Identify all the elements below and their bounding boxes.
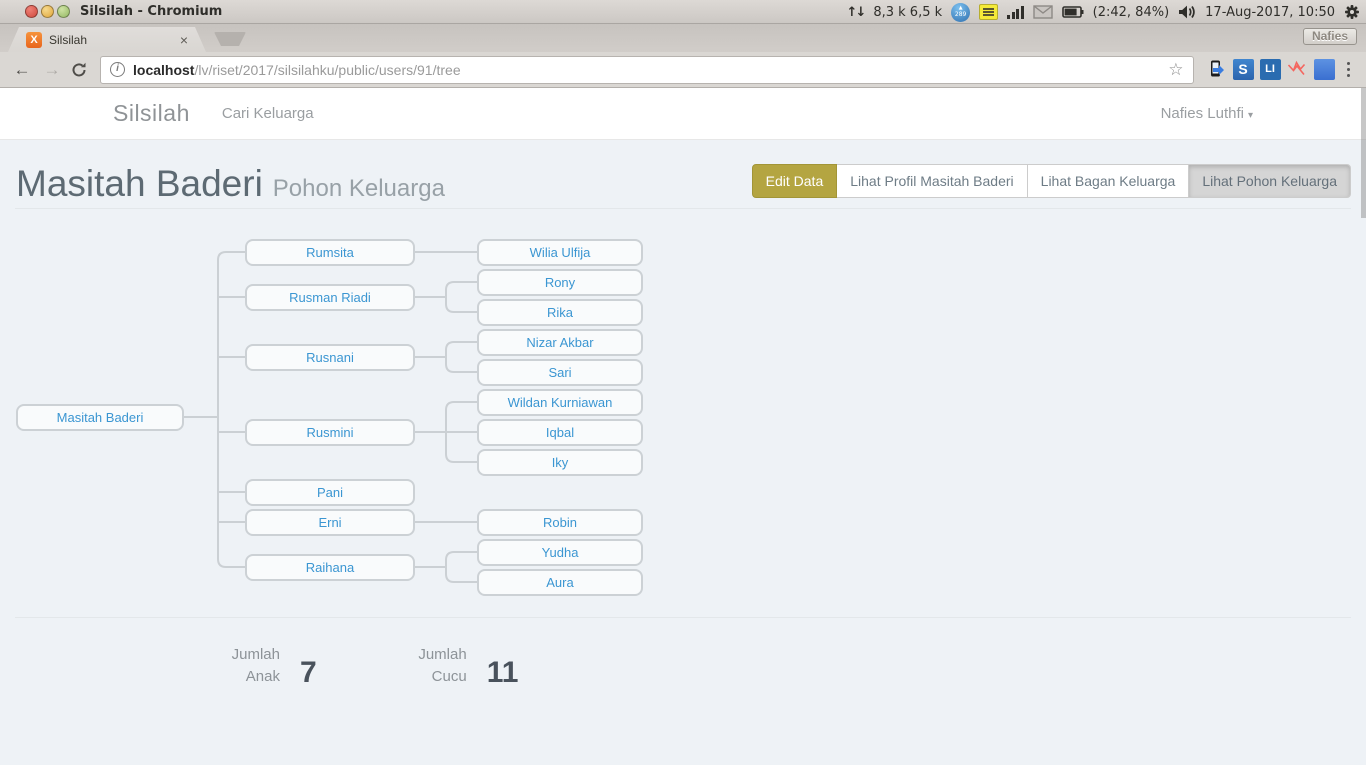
- tree-node[interactable]: Pani: [245, 479, 415, 506]
- reload-button[interactable]: [70, 61, 88, 79]
- page-content: Masitah Baderi Pohon Keluarga Edit Data L…: [0, 160, 1366, 688]
- window-title: Silsilah - Chromium: [80, 4, 223, 19]
- tree-node[interactable]: Wildan Kurniawan: [477, 389, 643, 416]
- extension-box-icon[interactable]: [1313, 59, 1335, 80]
- tree-node[interactable]: Iqbal: [477, 419, 643, 446]
- stat-cucu: Jumlah Cucu 11: [409, 644, 519, 689]
- extension-phone-icon[interactable]: [1206, 59, 1227, 80]
- signal-strength-icon[interactable]: [1007, 5, 1024, 19]
- gear-icon[interactable]: [1344, 4, 1360, 20]
- xampp-favicon-icon: X: [26, 32, 42, 48]
- tree-node[interactable]: Rony: [477, 269, 643, 296]
- address-bar[interactable]: i localhost/lv/riset/2017/silsilahku/pub…: [100, 55, 1194, 84]
- system-title-bar: Silsilah - Chromium ↑↓ 8,3 k 6,5 k ▲ 289 …: [0, 0, 1366, 24]
- window-controls: [25, 5, 70, 18]
- divider-bottom: [15, 617, 1351, 618]
- chevron-down-icon: ▾: [1247, 110, 1253, 121]
- battery-icon[interactable]: [1061, 6, 1084, 18]
- tab-title: Silsilah: [49, 32, 88, 47]
- tab-strip: X Silsilah ×: [0, 24, 1366, 52]
- tree-node[interactable]: Masitah Baderi: [16, 404, 184, 431]
- tree-node[interactable]: Rusman Riadi: [245, 284, 415, 311]
- tree-node[interactable]: Rumsita: [245, 239, 415, 266]
- window-close-button[interactable]: [25, 5, 38, 18]
- battery-status-text[interactable]: (2:42, 84%): [1092, 4, 1170, 20]
- volume-icon[interactable]: [1178, 5, 1196, 19]
- browser-tab[interactable]: X Silsilah ×: [8, 27, 206, 52]
- forward-button[interactable]: →: [43, 59, 61, 79]
- tree-node[interactable]: Rusnani: [245, 344, 415, 371]
- lihat-profil-button[interactable]: Lihat Profil Masitah Baderi: [836, 164, 1028, 198]
- mail-icon[interactable]: [1032, 5, 1053, 19]
- user-dropdown[interactable]: Nafies Luthfi ▾: [1160, 105, 1253, 122]
- family-tree: Wilia Ulfija Rony Rika Nizar Akbar Sari Wilda…: [0, 209, 1366, 617]
- stat-cucu-value: 11: [486, 655, 519, 689]
- browser-toolbar: ← → i localhost/lv/riset/2017/silsilahku…: [0, 52, 1366, 88]
- tree-connectors: [184, 251, 477, 583]
- tree-node[interactable]: Aura: [477, 569, 643, 596]
- tree-node[interactable]: Yudha: [477, 539, 643, 566]
- stat-cucu-label: Jumlah Cucu: [418, 646, 467, 685]
- window-minimize-button[interactable]: [41, 5, 54, 18]
- network-traffic-text: 8,3 k 6,5 k: [873, 4, 943, 20]
- tab-close-icon[interactable]: ×: [179, 31, 188, 48]
- site-navbar: Silsilah Cari Keluarga Nafies Luthfi ▾: [0, 88, 1366, 140]
- stat-anak-value: 7: [300, 655, 317, 689]
- tree-node[interactable]: Rika: [477, 299, 643, 326]
- browser-menu-icon[interactable]: [1341, 61, 1357, 78]
- tree-node[interactable]: Raihana: [245, 554, 415, 581]
- tree-node[interactable]: Rusmini: [245, 419, 415, 446]
- page-info-icon[interactable]: i: [110, 62, 125, 77]
- bookmark-star-icon[interactable]: ☆: [1168, 59, 1184, 79]
- extension-li-icon[interactable]: LI: [1259, 59, 1281, 80]
- notes-indicator-icon[interactable]: [979, 4, 999, 20]
- edit-data-button[interactable]: Edit Data: [751, 164, 838, 198]
- scrollbar-thumb[interactable]: [1361, 88, 1366, 218]
- action-button-group: Edit Data Lihat Profil Masitah Baderi Li…: [751, 164, 1351, 198]
- lihat-bagan-button[interactable]: Lihat Bagan Keluarga: [1026, 164, 1190, 198]
- page-subtitle: Pohon Keluarga: [272, 175, 445, 202]
- stat-anak: Jumlah Anak 7: [222, 644, 317, 688]
- new-tab-button[interactable]: [214, 32, 246, 46]
- system-tray: ↑↓ 8,3 k 6,5 k ▲ 289 (2:42, 84%) 17-Aug-2…: [847, 0, 1360, 24]
- divider-top: [15, 208, 1351, 209]
- page-header: Masitah Baderi Pohon Keluarga Edit Data L…: [16, 160, 1351, 208]
- usage-badge-icon[interactable]: ▲ 289: [951, 2, 971, 22]
- back-button[interactable]: ←: [13, 59, 31, 79]
- keyboard-indicator-badge[interactable]: Nafies: [1302, 28, 1357, 45]
- tree-node[interactable]: Erni: [245, 509, 415, 536]
- clock-text[interactable]: 17-Aug-2017, 10:50: [1205, 4, 1335, 20]
- web-page: Silsilah Cari Keluarga Nafies Luthfi ▾ Ma…: [0, 88, 1366, 765]
- tree-node[interactable]: Robin: [477, 509, 643, 536]
- tree-node[interactable]: Wilia Ulfija: [477, 239, 643, 266]
- page-title: Masitah Baderi Pohon Keluarga: [16, 163, 445, 204]
- tree-node[interactable]: Nizar Akbar: [477, 329, 643, 356]
- extension-laravel-icon[interactable]: [1287, 59, 1308, 80]
- lihat-pohon-button[interactable]: Lihat Pohon Keluarga: [1188, 164, 1351, 198]
- tree-node[interactable]: Sari: [477, 359, 643, 386]
- stat-anak-label: Jumlah Anak: [231, 646, 280, 685]
- extension-s-icon[interactable]: S: [1232, 59, 1254, 80]
- window-maximize-button[interactable]: [57, 5, 70, 18]
- nav-item-cari-keluarga[interactable]: Cari Keluarga: [221, 105, 314, 122]
- summary-stats: Jumlah Anak 7 Jumlah Cucu 11: [0, 618, 1366, 688]
- network-traffic-icon[interactable]: ↑↓: [846, 4, 867, 20]
- url-text[interactable]: localhost/lv/riset/2017/silsilahku/publi…: [133, 61, 461, 78]
- tree-node[interactable]: Iky: [477, 449, 643, 476]
- brand-link[interactable]: Silsilah: [113, 100, 190, 126]
